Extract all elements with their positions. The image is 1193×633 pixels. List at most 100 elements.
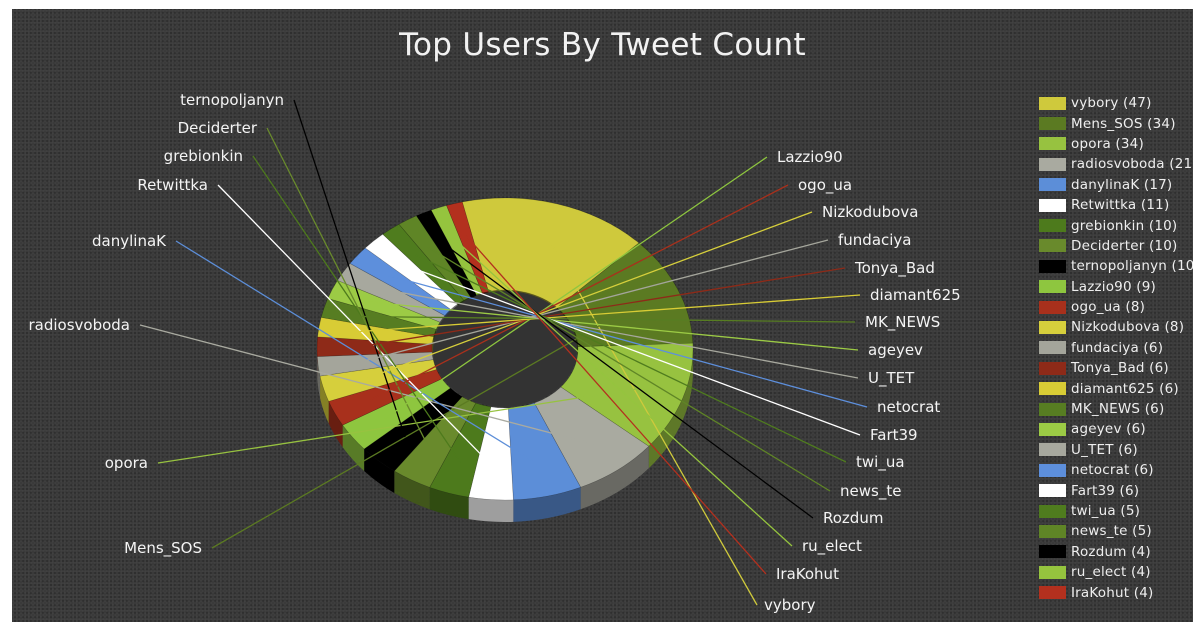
leader-line-ru_elect: [452, 237, 793, 547]
donut-chart: vybory Mens_SOS opora radiosvoboda danylinaK…: [28, 91, 960, 614]
slice-side-radiosvoboda: [580, 446, 649, 510]
slice-side-grebionkin: [429, 487, 469, 520]
legend-swatch: [1039, 586, 1066, 600]
legend-label: grebionkin (10): [1071, 217, 1178, 234]
legend-item[interactable]: Retwittka (11): [1039, 195, 1193, 215]
slice-label-Lazzio90: Lazzio90: [777, 148, 843, 166]
legend-swatch: [1039, 422, 1066, 436]
legend-label: Retwittka (11): [1071, 197, 1170, 214]
legend-item[interactable]: vybory (47): [1039, 93, 1193, 113]
leader-line-Retwittka: [217, 184, 495, 469]
legend-swatch: [1039, 565, 1066, 579]
legend-item[interactable]: fundaciya (6): [1039, 338, 1193, 358]
legend-label: twi_ua (5): [1071, 503, 1141, 519]
legend-item[interactable]: ogo_ua (8): [1039, 297, 1193, 317]
slice-IraKohut[interactable]: [446, 201, 489, 294]
legend-item[interactable]: ru_elect (4): [1039, 562, 1193, 582]
chart-title: Top Users By Tweet Count: [399, 27, 806, 63]
legend-label: Nizkodubova (8): [1071, 319, 1185, 336]
legend-item[interactable]: Rozdum (4): [1039, 542, 1193, 562]
slice-label-Rozdum: Rozdum: [823, 509, 883, 527]
legend-swatch: [1039, 524, 1066, 538]
leader-line-vybory: [545, 234, 758, 606]
legend-swatch: [1039, 382, 1066, 396]
slice-label-ru_elect: ru_elect: [802, 537, 862, 556]
legend-item[interactable]: ternopoljanyn (10): [1039, 256, 1193, 276]
slice-Fart39[interactable]: [364, 233, 459, 310]
legend-swatch: [1039, 504, 1066, 518]
legend-item[interactable]: danylinaK (17): [1039, 175, 1193, 195]
slice-label-netocrat: netocrat: [877, 398, 940, 416]
leader-line-MK_NEWS: [362, 315, 856, 323]
slice-Rozdum[interactable]: [416, 209, 477, 298]
legend-swatch: [1039, 259, 1066, 273]
legend-item[interactable]: MK_NEWS (6): [1039, 399, 1193, 419]
slice-danylinaK[interactable]: [507, 402, 582, 501]
slice-side-Lazzio90: [342, 425, 365, 471]
legend-swatch: [1039, 341, 1066, 355]
legend-swatch: [1039, 117, 1066, 131]
legend-item[interactable]: IraKohut (4): [1039, 582, 1193, 602]
legend-item[interactable]: Nizkodubova (8): [1039, 317, 1193, 337]
legend-item[interactable]: Mens_SOS (34): [1039, 113, 1193, 133]
legend-item[interactable]: news_te (5): [1039, 521, 1193, 541]
legend-label: fundaciya (6): [1071, 339, 1164, 356]
slice-label-danylinaK: danylinaK: [92, 232, 167, 250]
legend-item[interactable]: Deciderter (10): [1039, 236, 1193, 256]
legend-item[interactable]: Tonya_Bad (6): [1039, 358, 1193, 378]
slice-side-fundaciya: [317, 356, 321, 399]
legend-label: ogo_ua (8): [1071, 299, 1146, 316]
legend-label: ru_elect (4): [1071, 564, 1151, 581]
slice-MK_NEWS[interactable]: [320, 298, 437, 337]
legend-label: Rozdum (4): [1071, 543, 1151, 560]
legend-item[interactable]: netocrat (6): [1039, 460, 1193, 480]
legend-swatch: [1039, 239, 1066, 253]
legend-label: vybory (47): [1071, 95, 1152, 112]
legend-swatch: [1039, 300, 1066, 314]
slice-side-danylinaK: [513, 487, 581, 522]
legend-item[interactable]: diamant625 (6): [1039, 378, 1193, 398]
legend-item[interactable]: Fart39 (6): [1039, 480, 1193, 500]
legend-item[interactable]: opora (34): [1039, 134, 1193, 154]
slice-side-ogo_ua: [328, 401, 343, 448]
legend-label: Fart39 (6): [1071, 482, 1140, 499]
leader-line-Rozdum: [440, 241, 814, 519]
legend-swatch: [1039, 545, 1066, 559]
slice-ternopoljanyn[interactable]: [363, 387, 463, 472]
slice-side-ternopoljanyn: [364, 448, 395, 494]
leader-line-Fart39: [401, 263, 861, 436]
legend-item[interactable]: grebionkin (10): [1039, 215, 1193, 235]
legend-item[interactable]: twi_ua (5): [1039, 501, 1193, 521]
legend-swatch: [1039, 137, 1066, 151]
legend-label: Tonya_Bad (6): [1071, 360, 1169, 377]
legend-swatch: [1039, 178, 1066, 192]
legend-label: Mens_SOS (34): [1071, 115, 1176, 132]
legend-label: IraKohut (4): [1071, 584, 1154, 601]
slice-label-Nizkodubova: Nizkodubova: [822, 203, 918, 221]
leader-line-Nizkodubova: [361, 211, 813, 382]
legend-swatch: [1039, 198, 1066, 212]
leader-line-twi_ua: [414, 253, 847, 463]
slice-side-Retwittka: [468, 497, 514, 522]
legend-label: ageyev (6): [1071, 421, 1146, 438]
leader-line-news_te: [427, 246, 831, 492]
legend-swatch: [1039, 443, 1066, 457]
slice-side-Nizkodubova: [320, 376, 329, 424]
legend-label: news_te (5): [1071, 523, 1152, 540]
slice-Deciderter[interactable]: [393, 396, 477, 488]
leader-line-diamant625: [358, 294, 861, 333]
chart-panel: Top Users By Tweet Count vybory Mens_SOS o…: [12, 9, 1193, 622]
legend-label: Lazzio90 (9): [1071, 278, 1156, 295]
legend-swatch: [1039, 280, 1066, 294]
legend-item[interactable]: radiosvoboda (21): [1039, 154, 1193, 174]
leader-line-ageyev: [368, 301, 859, 351]
legend-item[interactable]: U_TET (6): [1039, 440, 1193, 460]
legend-swatch: [1039, 484, 1066, 498]
legend-item[interactable]: ageyev (6): [1039, 419, 1193, 439]
legend-item[interactable]: Lazzio90 (9): [1039, 277, 1193, 297]
legend-label: MK_NEWS (6): [1071, 401, 1165, 418]
slice-label-U_TET: U_TET: [868, 369, 915, 388]
slice-ogo_ua[interactable]: [328, 369, 443, 426]
slice-radiosvoboda[interactable]: [533, 386, 650, 488]
legend-swatch: [1039, 157, 1066, 171]
